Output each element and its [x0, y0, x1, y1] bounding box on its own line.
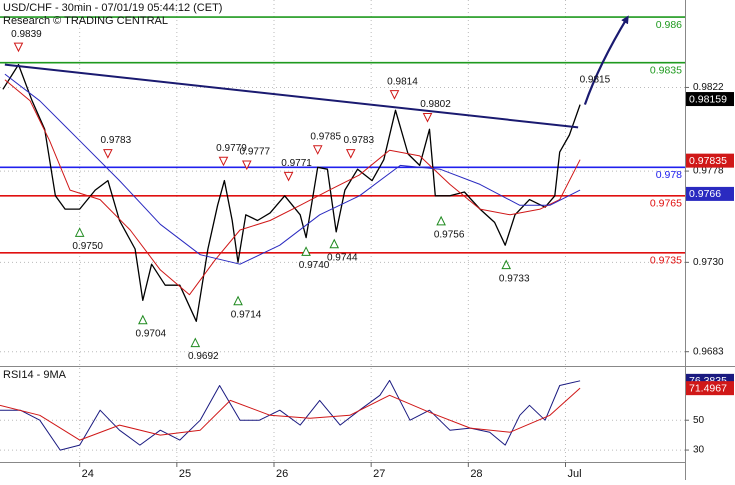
- pivot-label: 0.9802: [420, 99, 451, 110]
- pivot-label: 0.9779: [216, 143, 247, 154]
- pivot-label: 0.9777: [239, 147, 270, 158]
- pivot-high-marker: [218, 156, 229, 167]
- pivot-low-marker: [233, 295, 243, 306]
- main-line: [0, 379, 581, 451]
- last-value-label: 71.4967: [689, 382, 727, 394]
- level-label: 0.9835: [650, 65, 682, 77]
- pivot-high-marker: [103, 149, 113, 159]
- pivot-low-marker: [301, 246, 311, 256]
- y-tick-label: 50: [693, 415, 705, 426]
- x-tick-label: Jul: [567, 468, 581, 480]
- pivot-high-marker: [389, 90, 400, 100]
- pivot-label: 0.9714: [231, 309, 262, 320]
- pivot-label: 0.9740: [299, 260, 330, 271]
- average-line: [4, 79, 581, 296]
- x-tick-label: 26: [276, 468, 288, 480]
- pivot-low-marker: [138, 314, 148, 325]
- pivot-label: 0.9733: [499, 273, 530, 284]
- last-value-label: 0.98159: [689, 93, 727, 105]
- pivot-label: 0.9815: [580, 74, 611, 85]
- y-tick-label: 0.9730: [693, 257, 724, 268]
- x-tick-label: 24: [82, 468, 94, 480]
- pivot-label: 0.9839: [11, 29, 42, 40]
- pivot-high-marker: [312, 145, 323, 155]
- pivot-label: 0.9783: [343, 135, 374, 146]
- x-tick-label: 28: [470, 468, 482, 480]
- forecast-arrow: [583, 15, 629, 105]
- pivot-high-marker: [283, 171, 294, 182]
- pivot-label: 0.9771: [281, 158, 312, 169]
- pivot-low-marker: [436, 215, 446, 226]
- pivot-low-marker: [329, 238, 340, 249]
- average-line: [4, 73, 581, 265]
- pivot-label: 0.9750: [72, 241, 103, 252]
- main-line: [2, 63, 581, 322]
- pivot-label: 0.9744: [327, 252, 358, 263]
- pivot-high-marker: [345, 149, 356, 159]
- trend-line: [4, 63, 579, 129]
- pivot-label: 0.9704: [136, 328, 167, 339]
- level-label: 0.986: [656, 19, 682, 31]
- y-tick-label: 30: [693, 445, 705, 456]
- x-tick-label: 27: [373, 468, 385, 480]
- y-tick-label: 0.9822: [693, 82, 724, 93]
- level-label: 0.9735: [650, 255, 682, 267]
- last-value-label: 0.97835: [689, 155, 727, 167]
- y-tick-label: 0.9683: [693, 346, 724, 357]
- last-value-box: [686, 381, 734, 396]
- oscillator-title: RSI14 - 9MA: [3, 369, 67, 381]
- level-label: 0.978: [656, 169, 682, 181]
- pivot-high-marker: [422, 112, 433, 123]
- pivot-label: 0.9756: [434, 230, 465, 241]
- pivot-low-marker: [190, 337, 201, 348]
- chart-source: Research © TRADING CENTRAL: [3, 15, 168, 27]
- last-value-box: [686, 153, 734, 168]
- last-value-box: [686, 92, 734, 107]
- pivot-label: 0.9692: [188, 351, 219, 362]
- pivot-label: 0.9814: [387, 76, 418, 87]
- pivot-low-marker: [74, 227, 85, 237]
- pivot-high-marker: [13, 42, 24, 53]
- pivot-label: 0.9783: [101, 135, 132, 146]
- x-tick-label: 25: [179, 468, 191, 480]
- chart-title: USD/CHF - 30min - 07/01/19 05:44:12 (CET…: [3, 2, 222, 14]
- level-label: 0.9765: [650, 198, 682, 210]
- y-tick-label: 0.9778: [693, 166, 724, 177]
- pivot-low-marker: [501, 259, 512, 270]
- pivot-high-marker: [241, 160, 252, 171]
- last-value-box: [686, 186, 734, 201]
- average-line: [0, 387, 581, 441]
- pivot-label: 0.9785: [310, 131, 341, 142]
- last-value-label: 0.9766: [689, 188, 721, 200]
